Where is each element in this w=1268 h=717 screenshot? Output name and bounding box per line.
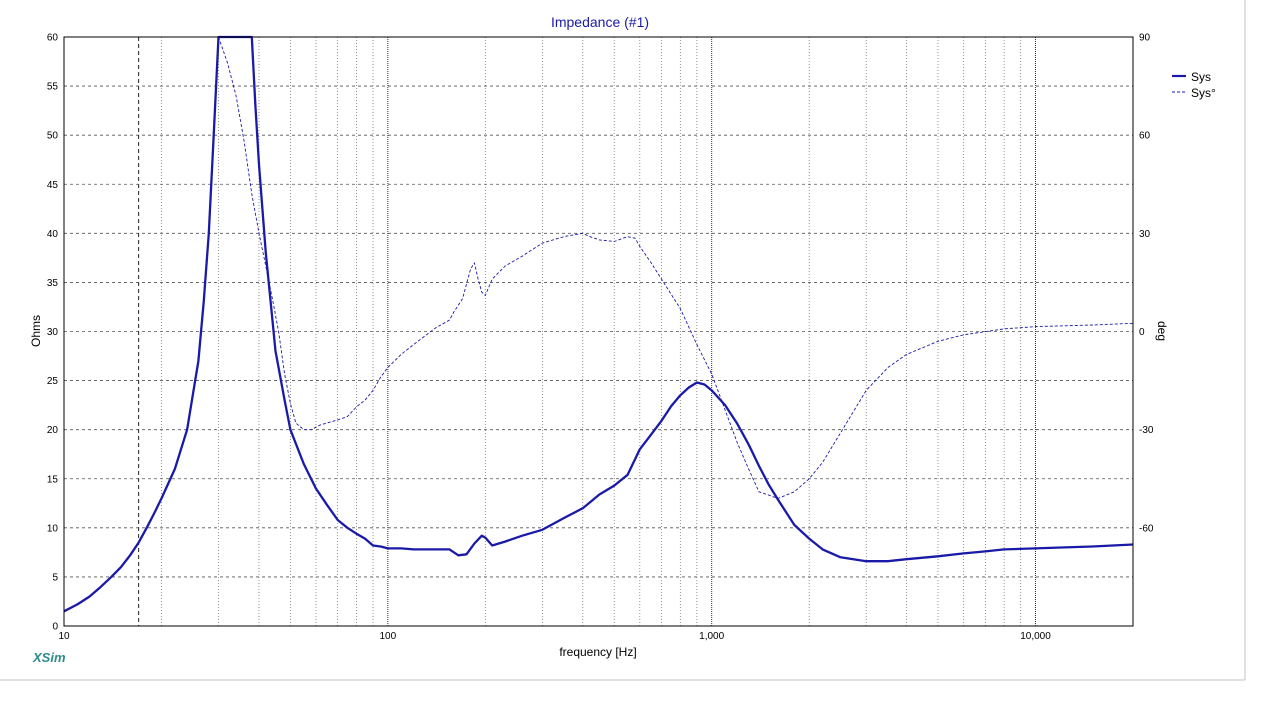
y2-tick-label: -30 (1139, 425, 1154, 436)
x-tick-label: 100 (379, 631, 396, 642)
y-tick-label: 35 (47, 278, 59, 289)
x-axis-label: frequency [Hz] (559, 645, 636, 659)
y-tick-label: 5 (52, 572, 58, 583)
y-tick-label: 40 (47, 229, 59, 240)
legend-label-sys-phase: Sys° (1191, 86, 1216, 100)
xsim-brand-logo: XSim (32, 650, 66, 665)
y2-tick-label: 0 (1139, 327, 1145, 338)
plot-curves (63, 35, 1134, 613)
x-tick-label: 10,000 (1020, 631, 1051, 642)
y-tick-label: 10 (47, 523, 59, 534)
y2-tick-label: -60 (1139, 523, 1154, 534)
y2-tick-label: 30 (1139, 229, 1151, 240)
y2-tick-label: 60 (1139, 131, 1151, 142)
y2-axis-label: deg (1155, 321, 1169, 341)
y-tick-label: 30 (47, 327, 59, 338)
y-axis-label: Ohms (29, 315, 43, 347)
x-tick-label: 10 (58, 631, 70, 642)
chart-title: Impedance (#1) (551, 14, 649, 30)
y2-tick-label: 90 (1139, 33, 1151, 44)
y-tick-label: 50 (47, 131, 59, 142)
legend-label-sys: Sys (1191, 70, 1211, 84)
x-tick-label: 1,000 (699, 631, 724, 642)
y-tick-label: 0 (52, 622, 58, 633)
tick-labels: 0 5 10 15 20 25 30 35 40 45 50 55 60 -60 -30 0 30 60 90 10 1… (47, 33, 1154, 643)
series-sys-phase (218, 36, 1134, 499)
y-tick-label: 20 (47, 425, 59, 436)
series-sys-impedance (63, 35, 1134, 613)
y-tick-label: 60 (47, 33, 59, 44)
y-tick-label: 55 (47, 82, 59, 93)
y-tick-label: 45 (47, 180, 59, 191)
y-tick-label: 25 (47, 376, 59, 387)
grid-lines (64, 37, 1133, 626)
y-tick-label: 15 (47, 474, 59, 485)
plot-frame (63, 36, 1134, 627)
legend: Sys Sys° (1172, 70, 1216, 100)
